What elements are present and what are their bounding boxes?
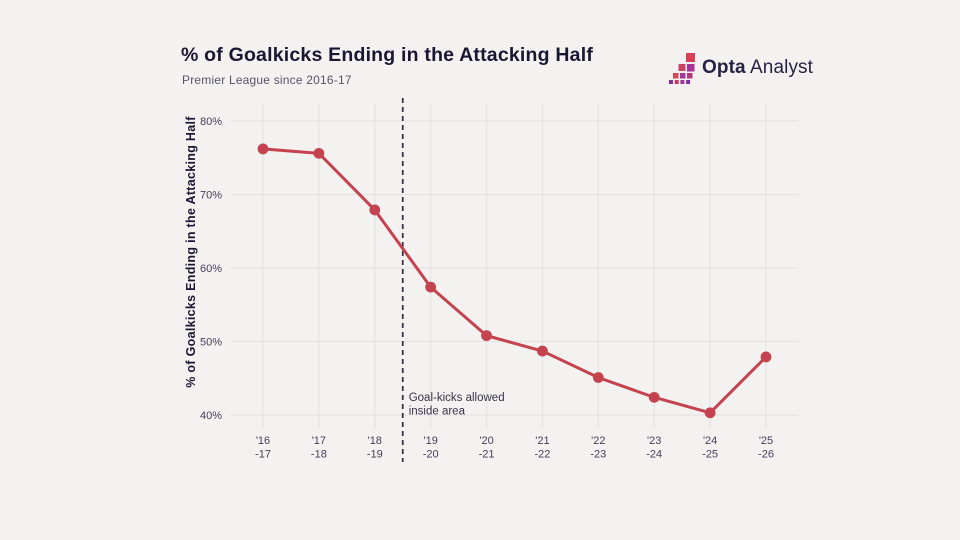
- data-point: [704, 407, 716, 419]
- brand-name-regular: Analyst: [750, 57, 814, 78]
- x-tick-label: -19: [367, 449, 383, 461]
- y-axis-title: % of Goalkicks Ending in the Attacking H…: [184, 116, 198, 388]
- chart-subtitle: Premier League since 2016-17: [182, 73, 352, 87]
- annotation-text: inside area: [409, 406, 466, 418]
- trend-line: [261, 147, 768, 415]
- x-tick-label: '16: [256, 435, 270, 447]
- x-tick-label: -25: [702, 449, 718, 461]
- x-tick-label: '23: [647, 435, 661, 447]
- data-point: [648, 391, 660, 403]
- x-tick-label: '21: [535, 435, 549, 447]
- brand-wordmark: Opta Analyst: [702, 57, 813, 79]
- x-tick-label: -18: [311, 449, 327, 461]
- x-tick-label: -26: [758, 449, 774, 461]
- data-point: [369, 204, 381, 216]
- x-tick-label: '20: [479, 435, 493, 447]
- x-tick-label: -22: [534, 449, 550, 461]
- y-tick-label: 60%: [200, 263, 222, 275]
- x-tick-label: -24: [646, 449, 662, 461]
- opta-analyst-logo: Opta Analyst: [669, 52, 813, 84]
- data-point: [537, 345, 548, 357]
- x-tick-label: '25: [759, 435, 773, 447]
- annotation-text: Goal-kicks allowed: [409, 392, 505, 404]
- x-tick-label: -20: [423, 449, 439, 461]
- opta-logo-icon: [669, 53, 695, 84]
- y-tick-label: 70%: [200, 190, 222, 202]
- y-tick-label: 80%: [200, 116, 222, 128]
- brand-name-bold: Opta: [702, 57, 746, 78]
- data-point: [425, 281, 437, 293]
- chart-title: % of Goalkicks Ending in the Attacking H…: [181, 44, 594, 66]
- y-tick-label: 50%: [200, 337, 222, 349]
- y-tick-label: 40%: [200, 410, 222, 422]
- data-point: [592, 372, 604, 383]
- x-tick-label: '18: [368, 435, 382, 447]
- data-point: [313, 147, 325, 159]
- x-tick-label: '17: [312, 435, 326, 447]
- x-tick-label: -17: [255, 449, 271, 461]
- x-tick-label: -23: [590, 449, 606, 461]
- x-tick-label: '22: [591, 435, 605, 447]
- data-point: [257, 143, 269, 155]
- x-tick-label: '24: [703, 435, 717, 447]
- data-point: [481, 330, 492, 342]
- x-tick-label: -21: [479, 449, 495, 461]
- x-tick-label: '19: [423, 435, 437, 447]
- data-point: [760, 351, 772, 363]
